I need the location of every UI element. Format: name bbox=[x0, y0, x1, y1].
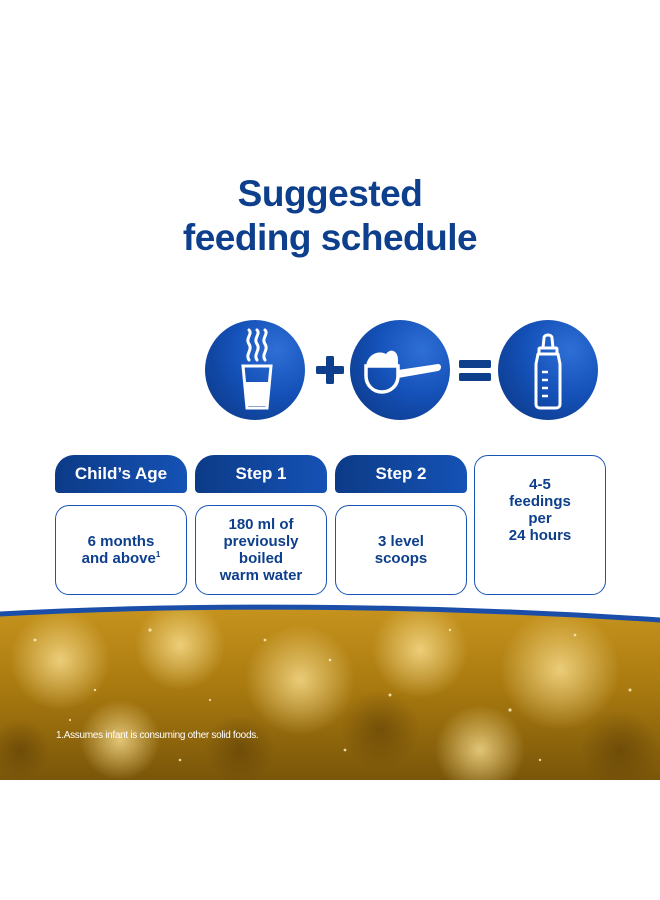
footnote-marker: 1 bbox=[155, 550, 161, 559]
header-step-1: Step 1 bbox=[195, 455, 327, 493]
footnote: 1.Assumes infant is consuming other soli… bbox=[56, 730, 259, 741]
scoop-of-powder-icon bbox=[350, 320, 450, 420]
title-line-2: feeding schedule bbox=[182, 217, 478, 258]
header-step-2: Step 2 bbox=[335, 455, 467, 493]
equals-icon bbox=[459, 360, 491, 381]
header-childs-age: Child’s Age bbox=[55, 455, 187, 493]
feedings-per-day-value: 4-5 feedings per 24 hours bbox=[508, 476, 572, 544]
glass-of-warm-water-icon bbox=[205, 320, 305, 420]
step-2-value-box: 3 level scoops bbox=[335, 505, 467, 595]
baby-bottle-icon bbox=[498, 320, 598, 420]
feedings-per-day-box: 4-5 feedings per 24 hours bbox=[474, 455, 606, 595]
step-2-value: 3 level scoops bbox=[374, 533, 428, 567]
childs-age-value: 6 months and above bbox=[81, 533, 156, 567]
gold-bokeh-banner bbox=[0, 600, 660, 780]
plus-icon bbox=[316, 356, 344, 384]
page-title: Suggested feeding schedule bbox=[0, 172, 660, 260]
step-1-value: 180 ml of previously boiled warm water bbox=[219, 516, 303, 584]
title-line-1: Suggested bbox=[237, 173, 423, 214]
step-1-value-box: 180 ml of previously boiled warm water bbox=[195, 505, 327, 595]
childs-age-value-box: 6 months and above1 bbox=[55, 505, 187, 595]
